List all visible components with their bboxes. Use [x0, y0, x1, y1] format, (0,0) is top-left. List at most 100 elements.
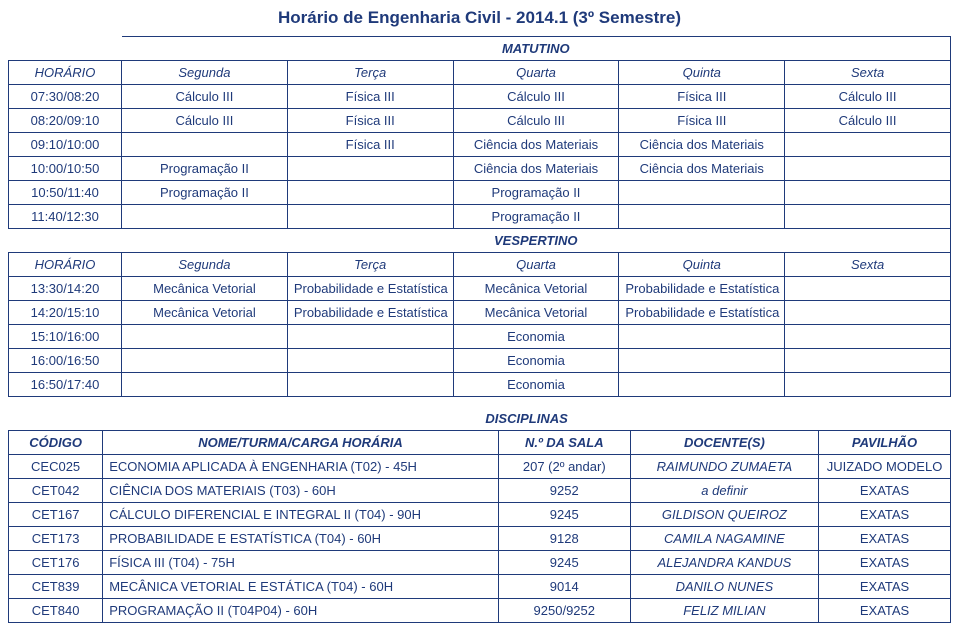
morning-cell-5-3	[619, 205, 785, 229]
morning-time-4: 10:50/11:40	[9, 181, 122, 205]
disc-code-4: CET176	[9, 551, 103, 575]
afternoon-cell-1-3: Probabilidade e Estatística	[619, 301, 785, 325]
afternoon-cell-2-1	[287, 325, 453, 349]
disc-room-1: 9252	[498, 479, 630, 503]
afternoon-cell-0-1: Probabilidade e Estatística	[287, 277, 453, 301]
disc-name-0: ECONOMIA APLICADA À ENGENHARIA (T02) - 4…	[103, 455, 499, 479]
morning-cell-1-2: Cálculo III	[453, 109, 619, 133]
page-title: Horário de Engenharia Civil - 2014.1 (3º…	[8, 8, 951, 28]
morning-cell-4-1	[287, 181, 453, 205]
morning-time-0: 07:30/08:20	[9, 85, 122, 109]
afternoon-cell-4-3	[619, 373, 785, 397]
afternoon-cell-1-1: Probabilidade e Estatística	[287, 301, 453, 325]
disc-teacher-3: CAMILA NAGAMINE	[630, 527, 818, 551]
morning-cell-1-0: Cálculo III	[122, 109, 288, 133]
morning-cell-5-1	[287, 205, 453, 229]
afternoon-cell-2-2: Economia	[453, 325, 619, 349]
morning-cell-2-2: Ciência dos Materiais	[453, 133, 619, 157]
morning-time-5: 11:40/12:30	[9, 205, 122, 229]
section-morning-spacer	[9, 37, 122, 61]
morning-cell-0-1: Física III	[287, 85, 453, 109]
disc-code-3: CET173	[9, 527, 103, 551]
afternoon-cell-3-3	[619, 349, 785, 373]
afternoon-cell-3-1	[287, 349, 453, 373]
afternoon-cell-2-3	[619, 325, 785, 349]
morning-cell-0-2: Cálculo III	[453, 85, 619, 109]
disc-teacher-1: a definir	[630, 479, 818, 503]
disc-block-0: JUIZADO MODELO	[819, 455, 951, 479]
afternoon-cell-4-0	[122, 373, 288, 397]
section-afternoon-spacer	[9, 229, 122, 253]
disc-name-5: MECÂNICA VETORIAL E ESTÁTICA (T04) - 60H	[103, 575, 499, 599]
schedule-header-4: Quinta	[619, 253, 785, 277]
afternoon-cell-2-4	[785, 325, 951, 349]
afternoon-cell-0-2: Mecânica Vetorial	[453, 277, 619, 301]
schedule-header-0: HORÁRIO	[9, 61, 122, 85]
disc-name-4: FÍSICA III (T04) - 75H	[103, 551, 499, 575]
disc-name-1: CIÊNCIA DOS MATERIAIS (T03) - 60H	[103, 479, 499, 503]
morning-cell-0-4: Cálculo III	[785, 85, 951, 109]
disc-teacher-5: DANILO NUNES	[630, 575, 818, 599]
disc-section-spacer	[9, 407, 103, 431]
disc-room-4: 9245	[498, 551, 630, 575]
morning-cell-1-1: Física III	[287, 109, 453, 133]
morning-cell-1-4: Cálculo III	[785, 109, 951, 133]
morning-cell-2-0	[122, 133, 288, 157]
disc-code-1: CET042	[9, 479, 103, 503]
disc-block-3: EXATAS	[819, 527, 951, 551]
afternoon-cell-0-4	[785, 277, 951, 301]
afternoon-cell-3-4	[785, 349, 951, 373]
section-afternoon-label: VESPERTINO	[122, 229, 951, 253]
morning-cell-4-3	[619, 181, 785, 205]
schedule-header-2: Terça	[287, 253, 453, 277]
morning-cell-3-2: Ciência dos Materiais	[453, 157, 619, 181]
afternoon-cell-1-2: Mecânica Vetorial	[453, 301, 619, 325]
disc-block-5: EXATAS	[819, 575, 951, 599]
morning-cell-3-4	[785, 157, 951, 181]
morning-cell-0-0: Cálculo III	[122, 85, 288, 109]
disc-name-3: PROBABILIDADE E ESTATÍSTICA (T04) - 60H	[103, 527, 499, 551]
morning-cell-2-1: Física III	[287, 133, 453, 157]
afternoon-cell-4-1	[287, 373, 453, 397]
morning-cell-4-4	[785, 181, 951, 205]
morning-cell-5-0	[122, 205, 288, 229]
disc-section-label: DISCIPLINAS	[103, 407, 951, 431]
disc-teacher-6: FELIZ MILIAN	[630, 599, 818, 623]
disc-block-1: EXATAS	[819, 479, 951, 503]
disc-code-6: CET840	[9, 599, 103, 623]
morning-cell-4-0: Programação II	[122, 181, 288, 205]
disc-code-0: CEC025	[9, 455, 103, 479]
disc-block-6: EXATAS	[819, 599, 951, 623]
afternoon-cell-1-0: Mecânica Vetorial	[122, 301, 288, 325]
afternoon-cell-4-2: Economia	[453, 373, 619, 397]
afternoon-time-2: 15:10/16:00	[9, 325, 122, 349]
morning-cell-4-2: Programação II	[453, 181, 619, 205]
afternoon-cell-0-3: Probabilidade e Estatística	[619, 277, 785, 301]
morning-cell-1-3: Física III	[619, 109, 785, 133]
afternoon-time-1: 14:20/15:10	[9, 301, 122, 325]
disc-room-2: 9245	[498, 503, 630, 527]
disc-header-4: PAVILHÃO	[819, 431, 951, 455]
disc-code-2: CET167	[9, 503, 103, 527]
schedule-header-4: Quinta	[619, 61, 785, 85]
afternoon-cell-1-4	[785, 301, 951, 325]
disc-teacher-0: RAIMUNDO ZUMAETA	[630, 455, 818, 479]
morning-cell-3-0: Programação II	[122, 157, 288, 181]
disc-teacher-4: ALEJANDRA KANDUS	[630, 551, 818, 575]
disc-block-4: EXATAS	[819, 551, 951, 575]
afternoon-time-3: 16:00/16:50	[9, 349, 122, 373]
disc-header-3: DOCENTE(S)	[630, 431, 818, 455]
disc-room-6: 9250/9252	[498, 599, 630, 623]
afternoon-time-0: 13:30/14:20	[9, 277, 122, 301]
schedule-header-3: Quarta	[453, 61, 619, 85]
disc-name-6: PROGRAMAÇÃO II (T04P04) - 60H	[103, 599, 499, 623]
disc-teacher-2: GILDISON QUEIROZ	[630, 503, 818, 527]
afternoon-cell-3-0	[122, 349, 288, 373]
morning-cell-5-4	[785, 205, 951, 229]
disc-header-0: CÓDIGO	[9, 431, 103, 455]
morning-cell-3-3: Ciência dos Materiais	[619, 157, 785, 181]
afternoon-cell-3-2: Economia	[453, 349, 619, 373]
morning-cell-2-3: Ciência dos Materiais	[619, 133, 785, 157]
disc-room-5: 9014	[498, 575, 630, 599]
disc-room-0: 207 (2º andar)	[498, 455, 630, 479]
